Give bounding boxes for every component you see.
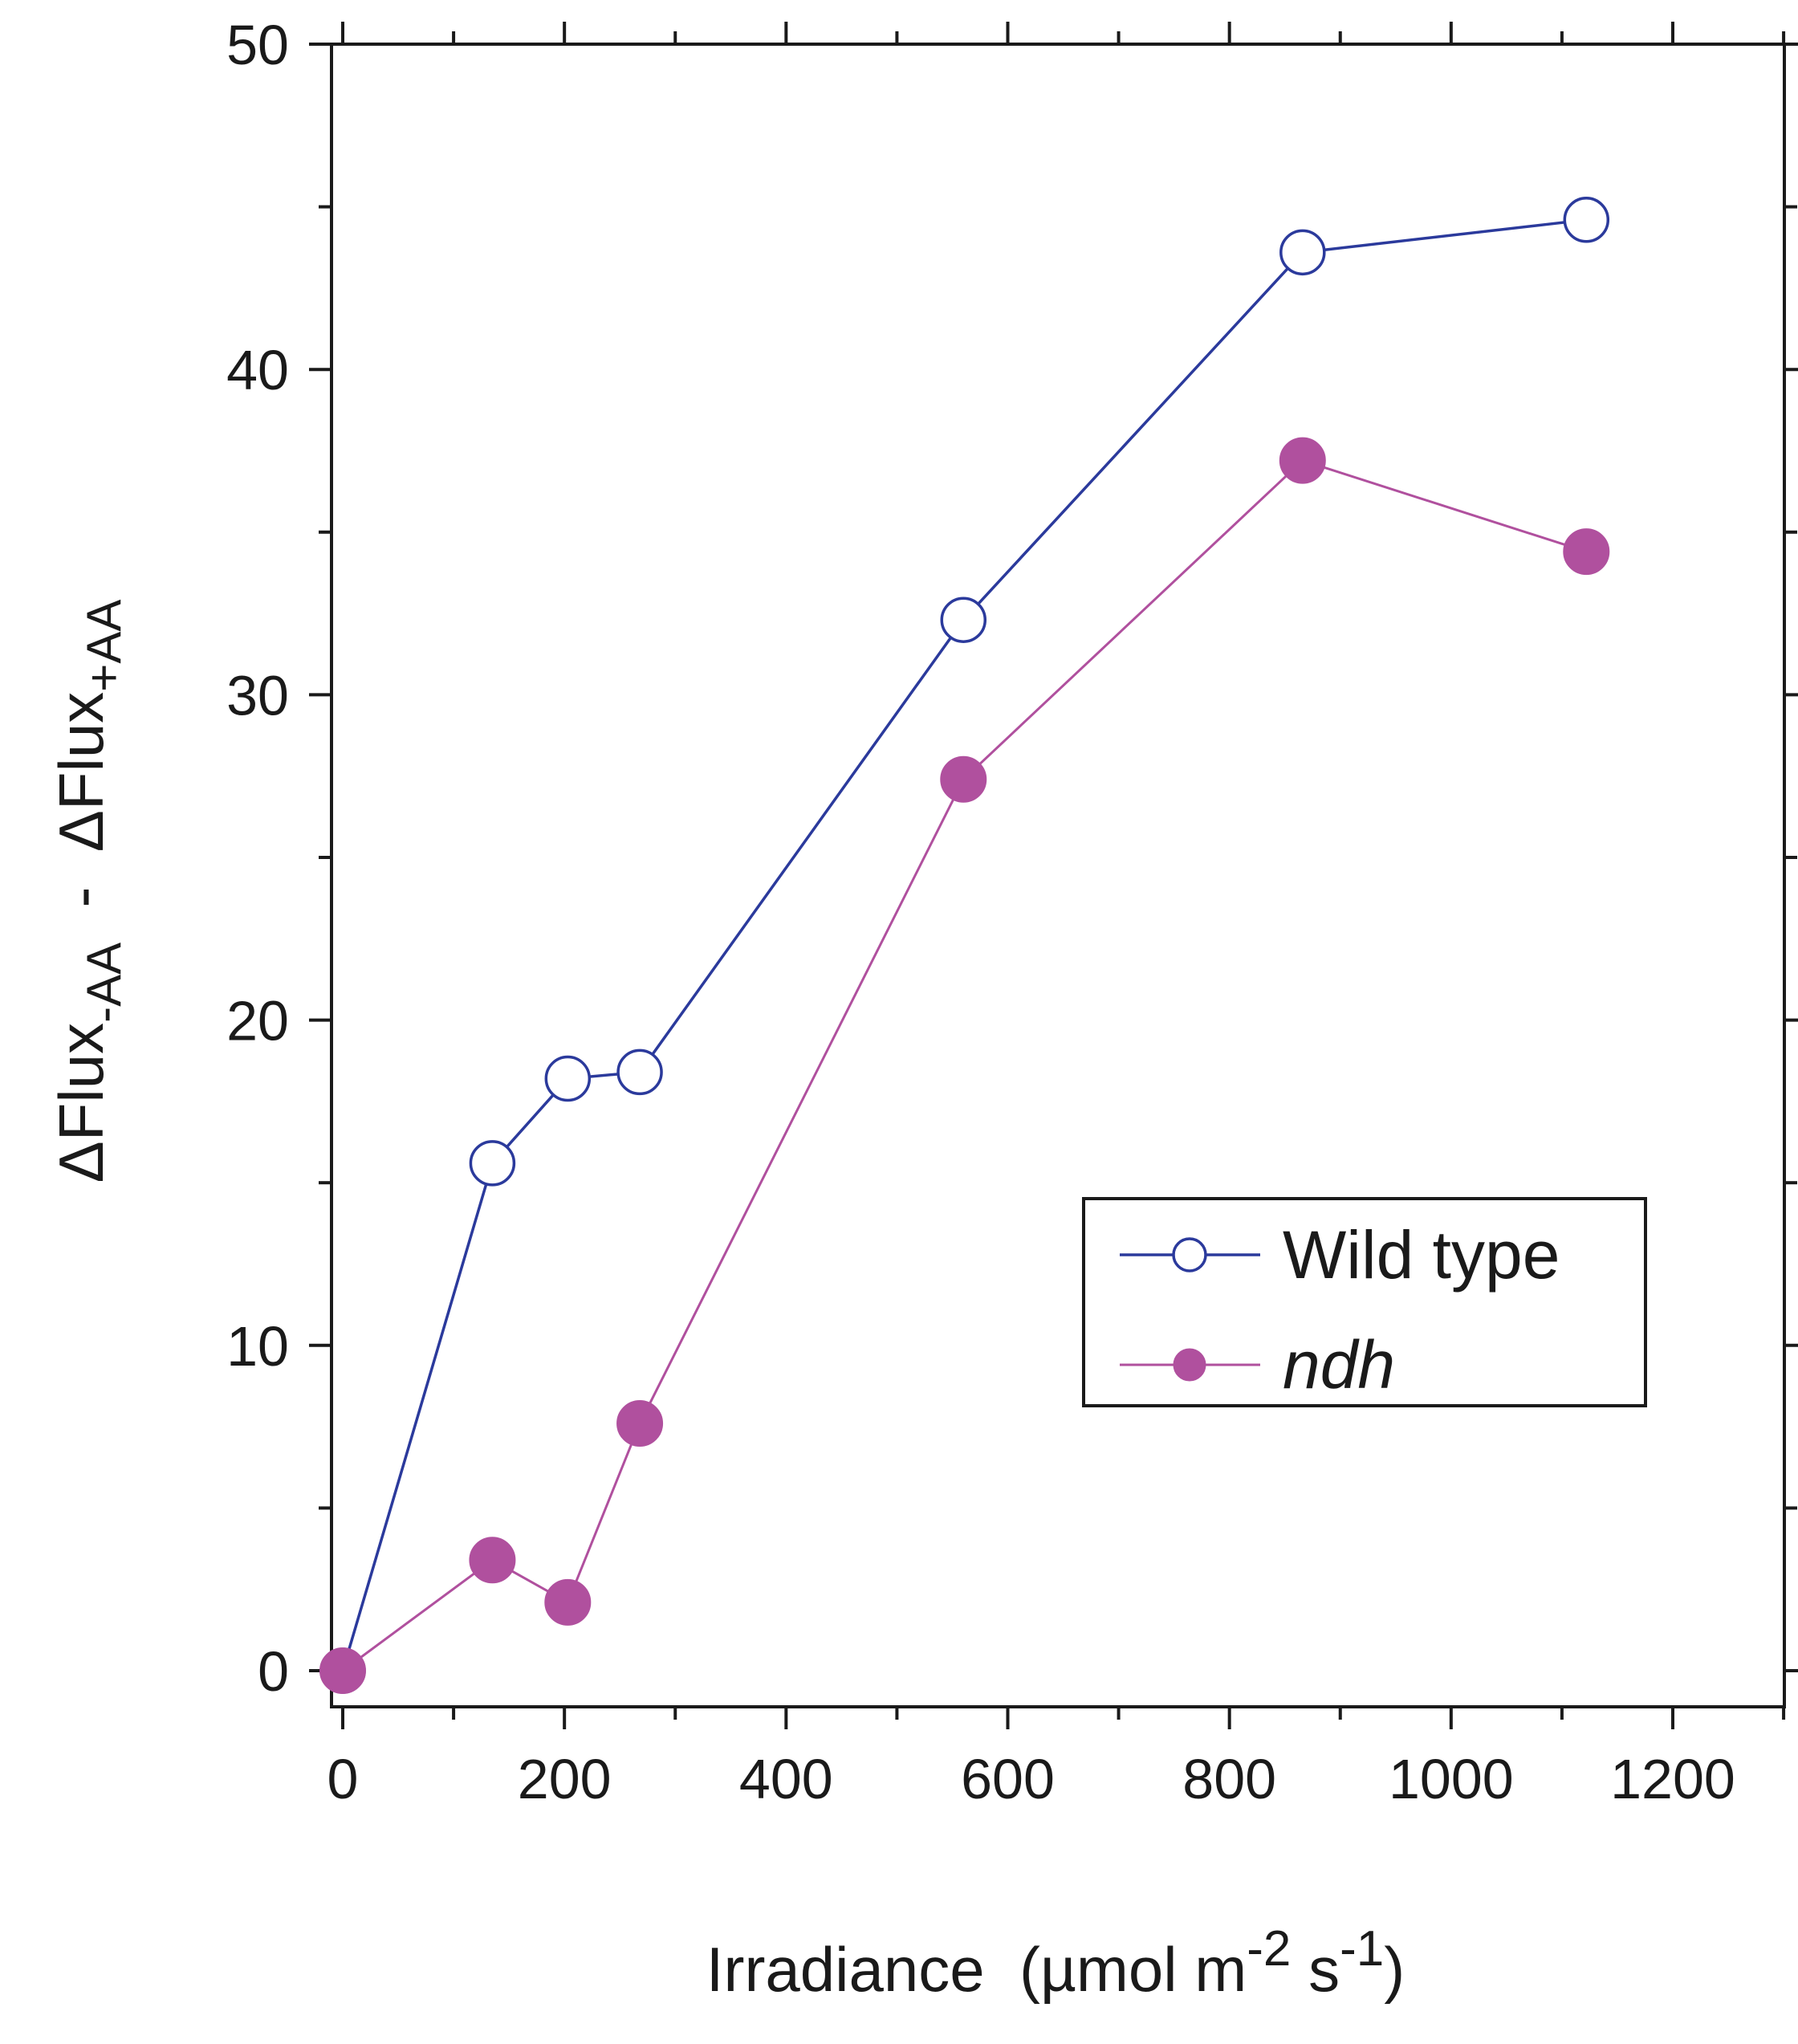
y-tick-label: 50	[226, 14, 289, 76]
y-tick-label: 0	[258, 1640, 289, 1703]
x-title-exp-1: -2	[1247, 1921, 1291, 1977]
data-point-wild-type	[1563, 197, 1610, 243]
x-tick-label: 1200	[1610, 1748, 1735, 1810]
data-point-ndh	[616, 1400, 664, 1447]
legend-label-wild-type: Wild type	[1283, 1217, 1560, 1293]
x-tick-label: 600	[961, 1748, 1055, 1810]
legend-marker-wild-type	[1172, 1237, 1207, 1272]
x-title-unit-2: s	[1291, 1934, 1340, 2005]
series-line-wild-type	[341, 218, 1587, 1671]
axis-ticks	[309, 22, 1798, 1729]
data-point-wild-type	[544, 1055, 592, 1102]
legend-label-ndh: ndh	[1283, 1327, 1395, 1403]
y-tick-label: 30	[226, 664, 289, 727]
y-axis-title: ΔFlux-AA - ΔFlux+AA	[46, 600, 131, 1183]
x-tick-label: 200	[518, 1748, 612, 1810]
x-tick-label: 800	[1182, 1748, 1276, 1810]
y-title-delta-1: ΔFlux	[46, 1023, 116, 1183]
series-points	[319, 197, 1610, 1694]
y-tick-label: 10	[226, 1315, 289, 1378]
legend: Wild type ndh	[1082, 1197, 1647, 1407]
x-title-close: )	[1384, 1934, 1405, 2005]
data-point-ndh	[544, 1578, 592, 1626]
y-tick-label: 40	[226, 339, 289, 401]
axis-tick-labels: 0 200 400 600 800 1000 1200 0 10 20 30 40 50	[226, 14, 1735, 1810]
data-point-ndh	[940, 755, 987, 803]
data-point-ndh	[319, 1647, 366, 1694]
x-title-main: Irradiance (	[706, 1934, 1040, 2005]
y-title-sub-2: +AA	[77, 600, 131, 692]
data-point-wild-type	[940, 597, 987, 643]
x-title-exp-2: -1	[1340, 1921, 1384, 1977]
plot-frame	[330, 43, 1786, 1708]
series-lines	[341, 218, 1587, 1672]
x-title-mu: µ	[1040, 1934, 1076, 2005]
data-point-ndh	[1563, 528, 1610, 576]
x-tick-label: 400	[739, 1748, 833, 1810]
data-point-ndh	[469, 1537, 516, 1584]
y-title-minus: -	[46, 852, 116, 943]
data-point-wild-type	[616, 1048, 663, 1096]
y-title-delta-2: ΔFlux	[46, 692, 116, 852]
y-tick-label: 20	[226, 990, 289, 1053]
data-point-wild-type	[1279, 229, 1326, 276]
x-tick-label: 0	[327, 1748, 359, 1810]
y-title-sub-1: -AA	[77, 943, 131, 1023]
x-tick-label: 1000	[1389, 1748, 1514, 1810]
x-title-unit-1: mol m	[1076, 1934, 1247, 2005]
x-axis-title: Irradiance (µmol m-2 s-1)	[706, 1921, 1405, 2005]
data-point-ndh	[1279, 437, 1326, 484]
data-point-wild-type	[469, 1140, 516, 1187]
legend-marker-ndh	[1173, 1348, 1206, 1382]
